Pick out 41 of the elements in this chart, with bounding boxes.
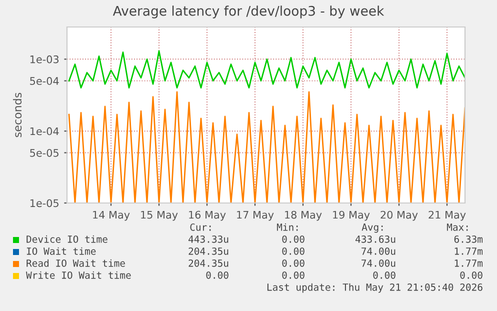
x-tick-label: 18 May (285, 210, 322, 221)
y-tick-label: 5e-04 (30, 77, 59, 85)
y-axis-title: seconds (13, 92, 22, 138)
legend-label: Write IO Wait time (26, 271, 131, 279)
text: Min: (276, 223, 298, 231)
text: 74.00u (362, 247, 396, 255)
text: 204.35u (188, 259, 228, 267)
text: 0.00 (206, 271, 228, 279)
text: 0.00 (282, 259, 304, 267)
x-tick-label: 15 May (141, 210, 178, 221)
x-tick-label: 16 May (189, 210, 226, 221)
text: 1.77m (454, 248, 483, 255)
text: 433.63u (356, 235, 396, 243)
x-tick-label: 21 May (428, 210, 466, 221)
text: 0.00 (282, 271, 304, 279)
line-series (68, 50, 465, 88)
text: 6.33m (454, 235, 483, 243)
text: 204.35u (188, 247, 228, 255)
text: Avg: (362, 224, 383, 233)
y-tick-label: 1e-05 (30, 199, 58, 208)
legend-label: Device IO time (26, 235, 108, 243)
text: 0.00 (282, 235, 304, 243)
y-tick-label: 5e-05 (30, 148, 58, 157)
text: 0.00 (282, 247, 304, 255)
legend-label: Read IO Wait time (26, 259, 125, 267)
text: 443.33u (188, 235, 228, 243)
x-tick-label: 19 May (333, 210, 370, 221)
text: Last update: Thu May 21 21:05:40 2026 (267, 283, 482, 293)
x-tick-label: 14 May (93, 210, 130, 221)
chart-title: Average latency for /dev/loop3 - by week (112, 6, 384, 18)
text: Max: (446, 224, 468, 231)
y-tick-label: 1e-03 (30, 55, 59, 64)
x-tick-label: 17 May (237, 210, 274, 221)
text: 0.00 (373, 271, 396, 279)
text: 1.77m (454, 260, 483, 267)
legend-label: IO Wait time (26, 247, 96, 255)
x-tick-label: 20 May (380, 210, 418, 221)
text: 0.00 (460, 271, 482, 279)
text: Cur: (190, 223, 211, 231)
y-tick-label: 1e-04 (30, 127, 59, 136)
text: 74.00u (362, 259, 396, 267)
